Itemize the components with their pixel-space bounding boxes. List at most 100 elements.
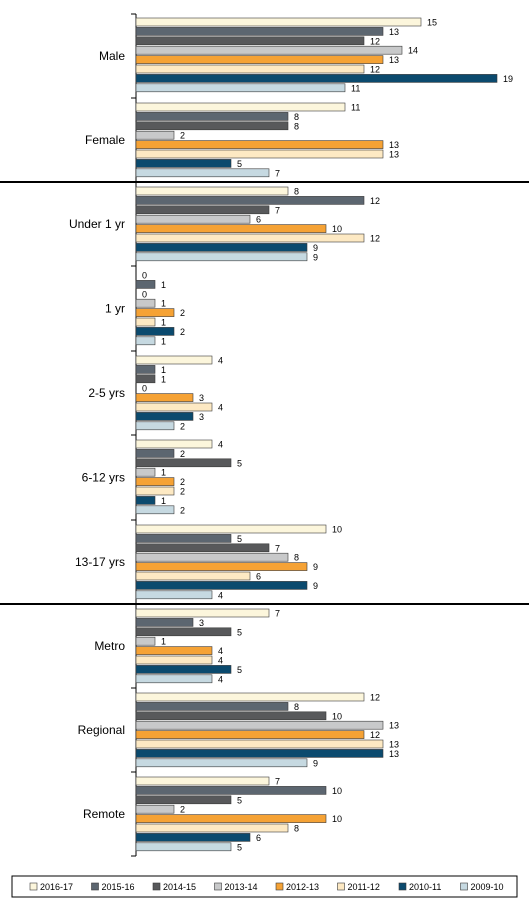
legend-swatch-2010-11 [398, 882, 407, 891]
bar-metro-2016-17 [135, 608, 270, 618]
bar-2-5-yrs-2009-10 [135, 421, 175, 431]
value-label: 10 [332, 711, 342, 721]
bar-remote-2011-12 [135, 823, 289, 833]
bar-female-2010-11 [135, 159, 232, 168]
value-label: 5 [237, 795, 242, 805]
value-label: 13 [389, 749, 399, 759]
bar-male-2011-12 [135, 64, 365, 74]
value-label: 2 [180, 805, 185, 815]
value-label: 1 [161, 365, 166, 375]
value-label: 2 [180, 327, 185, 337]
bar-13-17-yrs-2013-14 [135, 552, 289, 562]
bar-female-2016-17 [135, 102, 346, 112]
value-label: 5 [237, 842, 242, 852]
bar-13-17-yrs-2011-12 [135, 571, 251, 581]
labels-layer: 1513121413121911118821313578127610129901… [142, 18, 513, 853]
value-label: 13 [389, 55, 399, 65]
legend-swatch-2016-17 [29, 882, 38, 891]
bar-2-5-yrs-2016-17 [135, 355, 213, 365]
value-label: 8 [294, 553, 299, 563]
value-label: 5 [237, 665, 242, 675]
bar-female-2012-13 [135, 140, 384, 149]
bar-male-2010-11 [135, 74, 498, 83]
legend-swatch-2015-16 [91, 882, 99, 891]
bar-under-1-yr-2012-13 [135, 224, 327, 233]
bar-2-5-yrs-2015-16 [135, 365, 156, 374]
bar-female-2011-12 [135, 149, 384, 159]
bar-remote-2012-13 [135, 814, 327, 823]
bar-male-2014-15 [135, 36, 365, 46]
value-label: 9 [313, 581, 318, 591]
bar-regional-2012-13 [135, 730, 365, 739]
value-label: 12 [370, 36, 380, 46]
bar-male-2015-16 [135, 27, 384, 36]
category-label-13-17-yrs: 13-17 yrs [75, 555, 125, 569]
value-label: 2 [180, 477, 185, 487]
bar-2-5-yrs-2012-13 [135, 393, 194, 402]
value-label: 9 [313, 243, 318, 253]
value-label: 12 [370, 196, 380, 206]
legend-swatch-2009-10 [460, 882, 468, 891]
category-label-female: Female [85, 133, 125, 147]
category-label-remote: Remote [83, 807, 125, 821]
bar-13-17-yrs-2014-15 [135, 543, 270, 553]
legend-label-2015-16: 2015-16 [102, 882, 135, 892]
value-label: 6 [256, 215, 261, 225]
legend-label-2010-11: 2010-11 [409, 882, 441, 892]
bar-remote-2013-14 [135, 804, 175, 814]
bar-regional-2010-11 [135, 749, 384, 758]
bar-male-2012-13 [135, 55, 384, 64]
value-label: 13 [389, 150, 399, 160]
bar-13-17-yrs-2012-13 [135, 562, 308, 571]
value-label: 15 [427, 18, 437, 28]
value-label: 13 [389, 140, 399, 150]
value-label: 0 [142, 289, 147, 299]
bar-1-yr-2010-11 [135, 327, 175, 336]
category-label-1-yr: 1 yr [105, 302, 125, 316]
value-label: 10 [332, 786, 342, 796]
value-label: 12 [370, 65, 380, 75]
bar-remote-2016-17 [135, 776, 270, 786]
legend-label-2013-14: 2013-14 [225, 882, 258, 892]
bar-under-1-yr-2014-15 [135, 205, 270, 215]
value-label: 1 [161, 496, 166, 506]
bar-metro-2011-12 [135, 655, 213, 665]
value-label: 4 [218, 356, 223, 366]
value-label: 9 [313, 562, 318, 572]
bar-2-5-yrs-2014-15 [135, 374, 156, 384]
bar-regional-2013-14 [135, 720, 384, 730]
legend-box [11, 875, 518, 898]
value-label: 5 [237, 159, 242, 169]
value-label: 2 [180, 421, 185, 431]
bar-regional-2009-10 [135, 758, 308, 768]
category-label-2-5-yrs: 2-5 yrs [88, 386, 125, 400]
legend-label-2009-10: 2009-10 [471, 882, 504, 892]
bar-6-12-yrs-2013-14 [135, 467, 156, 477]
value-label: 4 [218, 646, 223, 656]
legend-swatch-2014-15 [152, 882, 161, 891]
bar-male-2016-17 [135, 17, 422, 27]
value-label: 3 [199, 393, 204, 403]
value-label: 8 [294, 187, 299, 197]
value-label: 2 [180, 308, 185, 318]
value-label: 4 [218, 403, 223, 413]
bar-female-2014-15 [135, 121, 289, 131]
bar-2-5-yrs-2011-12 [135, 402, 213, 412]
value-label: 12 [370, 693, 380, 703]
value-label: 10 [332, 814, 342, 824]
value-label: 2 [180, 131, 185, 141]
value-label: 7 [275, 609, 280, 619]
bar-1-yr-2012-13 [135, 308, 175, 317]
value-label: 13 [389, 27, 399, 37]
value-label: 5 [237, 458, 242, 468]
bar-under-1-yr-2013-14 [135, 214, 251, 224]
bar-1-yr-2015-16 [135, 280, 156, 289]
bar-6-12-yrs-2012-13 [135, 477, 175, 486]
bar-female-2013-14 [135, 130, 175, 140]
value-label: 1 [161, 318, 166, 328]
category-label-6-12-yrs: 6-12 yrs [82, 471, 125, 485]
value-label: 4 [218, 674, 223, 684]
value-label: 3 [199, 412, 204, 422]
value-label: 10 [332, 525, 342, 535]
